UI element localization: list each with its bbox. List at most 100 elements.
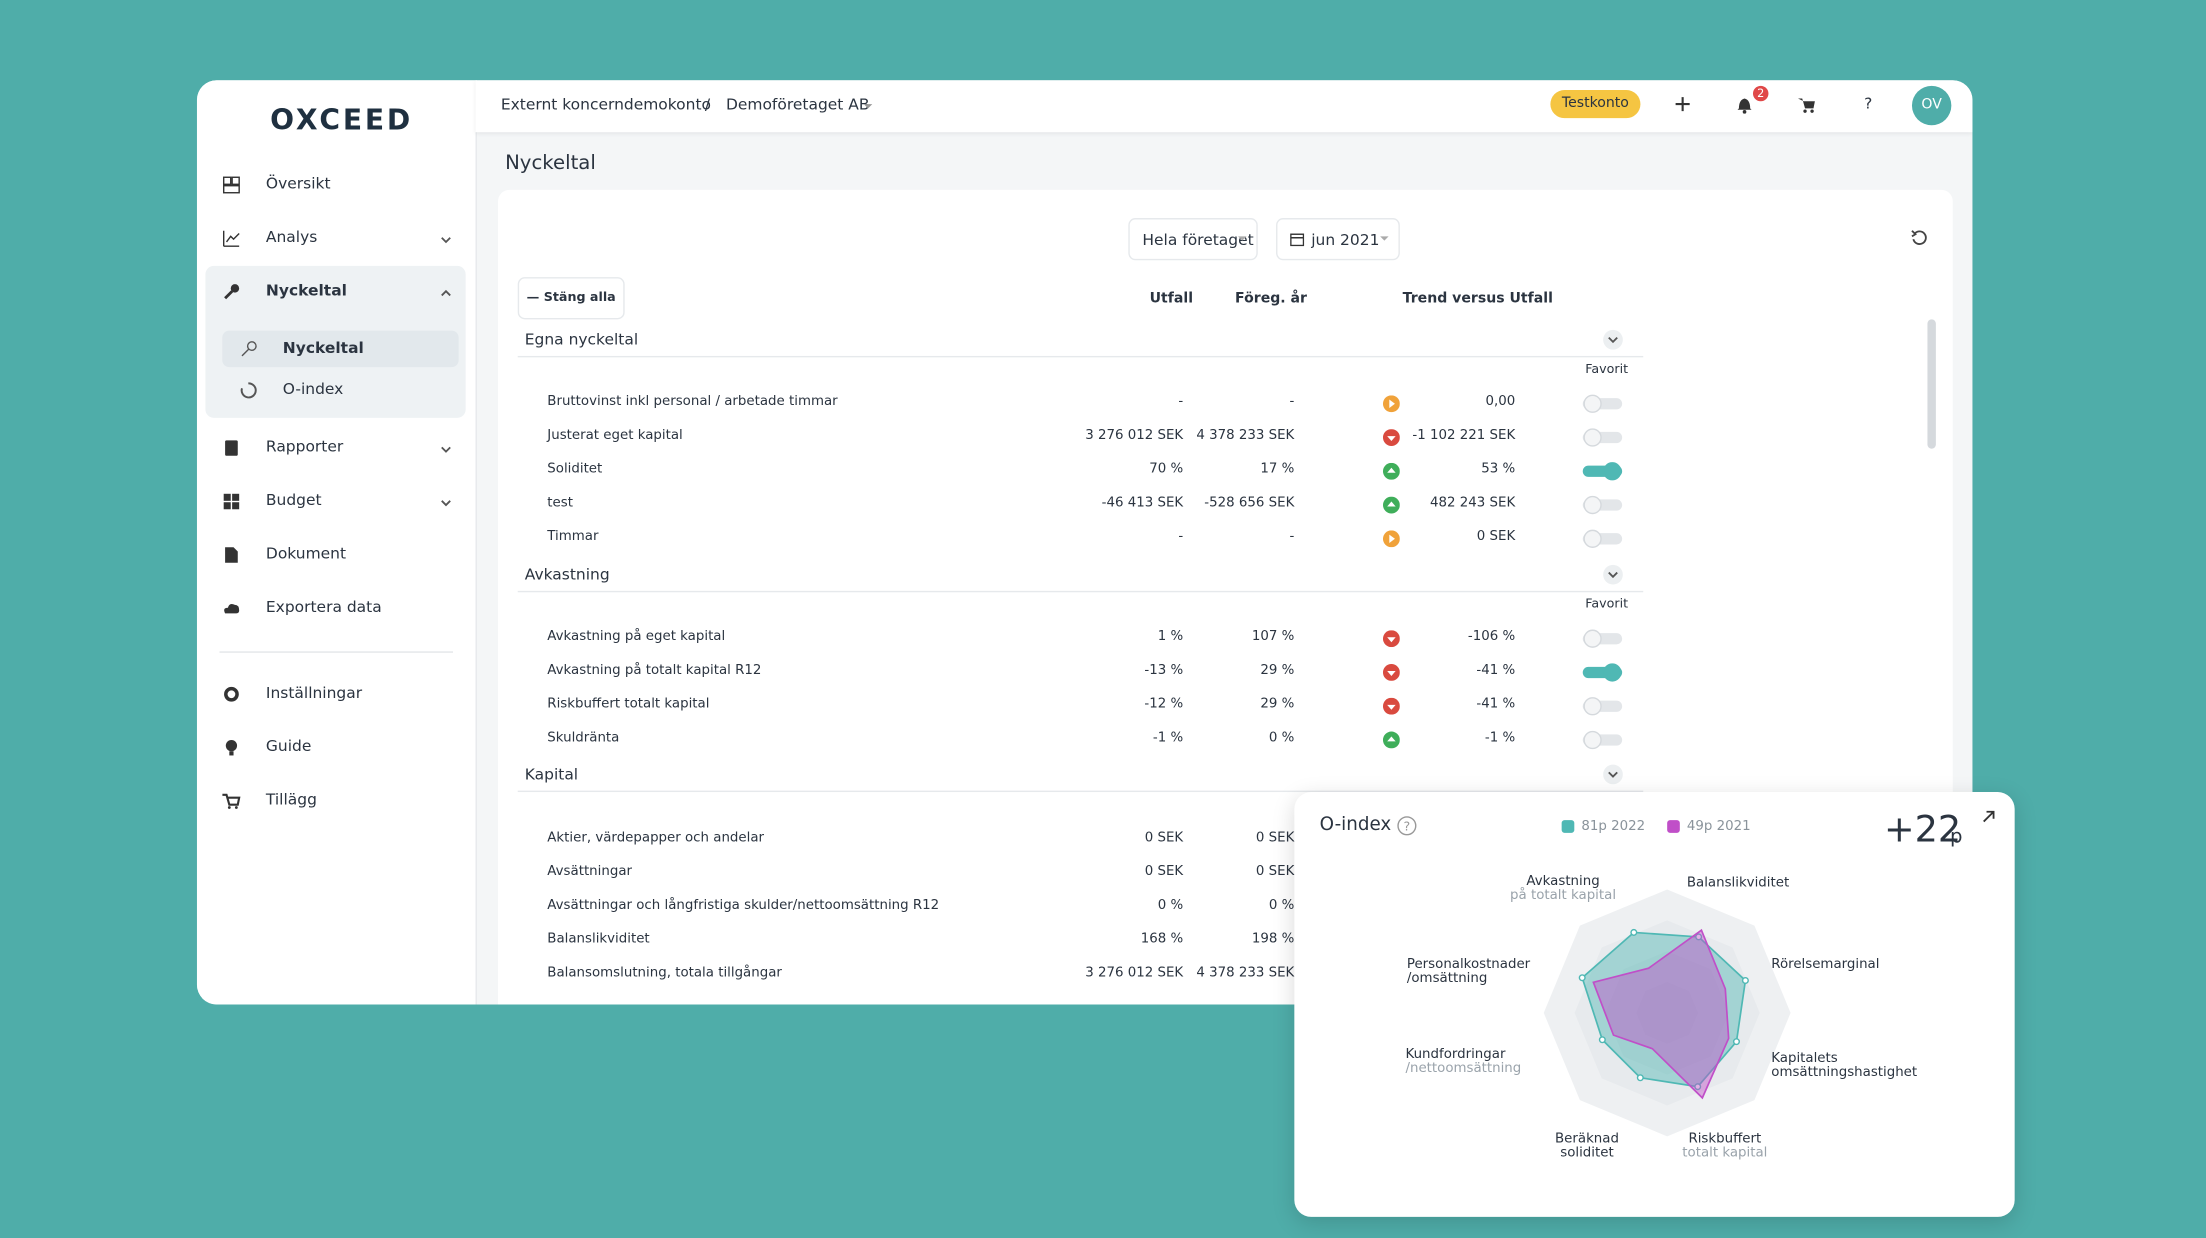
row-trend-value: 53 % <box>1481 461 1516 477</box>
trend-icon <box>1382 395 1400 413</box>
section-title: Kapital <box>524 765 579 784</box>
nav-item[interactable]: Tillägg <box>219 789 458 814</box>
collapse-all-button[interactable]: — Stäng alla <box>517 277 625 320</box>
radar-point <box>1695 933 1703 941</box>
icon <box>225 739 238 756</box>
nav-label: Guide <box>265 737 312 756</box>
filter-dropdown[interactable]: Hela företaget <box>1128 218 1258 261</box>
radar-point <box>1630 928 1638 936</box>
nav-sublabel: O-index <box>282 379 344 399</box>
favorite-toggle[interactable] <box>1581 629 1626 649</box>
nav-item[interactable]: Nyckeltal <box>219 280 458 305</box>
nav-label: Inställningar <box>265 683 363 703</box>
favorite-toggle[interactable] <box>1581 394 1626 414</box>
help-icon: ? <box>1397 816 1417 836</box>
calendar-icon <box>1290 233 1305 247</box>
icon <box>224 284 240 300</box>
column-header: Föreg. år <box>1235 291 1307 307</box>
row-trend-value: 482 243 SEK <box>1429 495 1516 511</box>
nav-item[interactable]: Exportera data <box>219 596 458 621</box>
nav-item[interactable]: Översikt <box>219 173 458 198</box>
section-title: Egna nyckeltal <box>524 330 639 349</box>
row-actual: -12 % <box>1144 696 1184 712</box>
radar-point <box>1732 1038 1740 1046</box>
section-toggle[interactable] <box>1602 329 1623 350</box>
row-name: Avkastning på eget kapital <box>547 628 726 645</box>
section-divider <box>517 355 1644 358</box>
row-actual: -46 413 SEK <box>1101 495 1184 511</box>
breadcrumb-item[interactable]: Demoföretaget AB <box>725 95 870 114</box>
notifications-button <box>1737 98 1752 114</box>
legend-label: 81p 2022 <box>1581 818 1646 835</box>
favorite-toggle[interactable] <box>1581 730 1626 750</box>
legend-label: 49p 2021 <box>1686 818 1751 835</box>
section-toggle[interactable] <box>1602 764 1623 785</box>
nav-divider <box>219 651 454 653</box>
radar-axis-label: soliditet <box>1560 1145 1613 1160</box>
nav-label: Nyckeltal <box>265 281 347 300</box>
row-trend-value: -41 % <box>1476 696 1516 712</box>
row-trend-value: 0,00 <box>1485 393 1516 410</box>
row-trend-value: -41 % <box>1476 662 1516 679</box>
expand-button[interactable] <box>1981 809 1996 824</box>
chevron <box>441 289 451 297</box>
chevron <box>441 237 451 244</box>
radar-axis-label: Riskbuffert <box>1688 1131 1761 1146</box>
chevron <box>441 500 451 507</box>
trend-icon <box>1382 697 1400 715</box>
radar-axis-label: omsättningshastighet <box>1771 1065 1917 1080</box>
row-previous: 0 SEK <box>1255 863 1295 880</box>
trend-icon <box>1382 530 1400 548</box>
row-actual: 0 SEK <box>1144 830 1184 846</box>
nav-label: Dokument <box>265 544 347 563</box>
nav-label: Budget <box>265 490 322 510</box>
nav-item[interactable]: Dokument <box>219 543 458 568</box>
nav-subitem[interactable]: Nyckeltal <box>239 338 450 363</box>
dropdown-caret <box>1380 236 1389 241</box>
radar-axis-label: Kapitalets <box>1771 1051 1837 1066</box>
filter-dropdown[interactable]: jun 2021 <box>1276 218 1400 261</box>
nav-label: Rapporter <box>265 437 344 456</box>
radar-axis-sublabel: på totalt kapital <box>1510 886 1616 903</box>
nav-subitem[interactable]: O-index <box>239 378 450 403</box>
row-previous: 0 SEK <box>1255 830 1295 846</box>
nav-active-bg <box>222 330 459 368</box>
row-name: Skuldränta <box>547 730 620 746</box>
nav-item[interactable]: Analys <box>219 226 458 251</box>
nav-item[interactable]: Guide <box>219 736 458 761</box>
logo[interactable]: OXCEED <box>270 102 414 137</box>
radar-point <box>1578 974 1586 982</box>
radar-axis-label: Kundfordringar <box>1405 1047 1505 1062</box>
help-button[interactable]: ? <box>1864 94 1873 113</box>
legend-swatch <box>1667 820 1680 833</box>
nav-item[interactable]: Budget <box>219 490 458 515</box>
dropdown-caret <box>863 104 873 109</box>
dropdown-caret <box>1238 236 1247 241</box>
favorite-toggle[interactable] <box>1581 696 1626 716</box>
favorite-header: Favorit <box>1585 597 1629 612</box>
radar-point <box>1694 1083 1702 1091</box>
row-name: Timmar <box>547 528 599 545</box>
section-toggle[interactable] <box>1602 564 1623 585</box>
avatar[interactable]: OV <box>1911 85 1952 126</box>
favorite-toggle[interactable] <box>1581 495 1626 515</box>
breadcrumb-item[interactable]: Externt koncerndemokonto <box>500 95 712 114</box>
sidebar: OXCEED Översikt Analys Nyckeltal Nyckeltal O… <box>196 80 477 1005</box>
badge[interactable]: Testkonto <box>1550 90 1641 119</box>
favorite-toggle[interactable] <box>1581 663 1626 683</box>
favorite-toggle[interactable] <box>1581 428 1626 448</box>
radar-point <box>1741 976 1749 985</box>
nav-item[interactable]: Inställningar <box>219 682 458 707</box>
nav-item[interactable]: Rapporter <box>219 436 458 461</box>
nav-label: Översikt <box>265 174 331 193</box>
o-index-score-unit: p <box>1949 825 1963 849</box>
favorite-toggle[interactable] <box>1581 529 1626 549</box>
trend-icon <box>1382 731 1400 749</box>
icon <box>222 176 240 194</box>
row-name: Avkastning på totalt kapital R12 <box>547 662 762 679</box>
page-title: Nyckeltal <box>505 151 596 175</box>
section-title: Avkastning <box>524 565 610 584</box>
favorite-toggle[interactable] <box>1581 461 1626 481</box>
row-name: Riskbuffert totalt kapital <box>547 696 710 712</box>
